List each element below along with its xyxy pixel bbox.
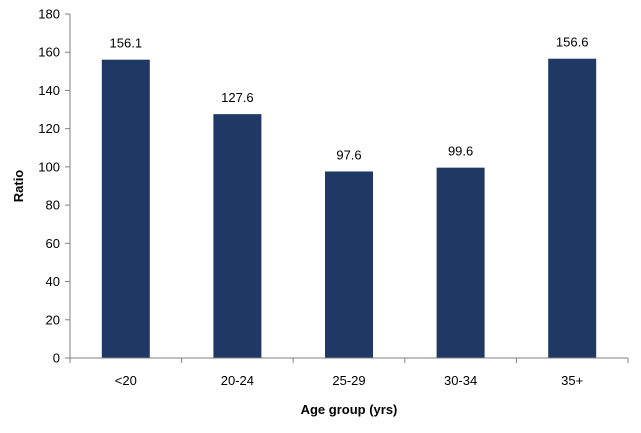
bar — [213, 114, 262, 359]
bar — [101, 59, 150, 358]
y-tick-label: 140 — [38, 83, 60, 98]
bar — [548, 58, 597, 358]
y-tick-label: 0 — [53, 351, 60, 366]
bar-value-label: 156.6 — [556, 35, 589, 50]
y-tick-label: 100 — [38, 159, 60, 174]
bars — [101, 58, 597, 359]
x-tick-label: <20 — [115, 373, 137, 388]
bar — [436, 167, 485, 358]
x-tick-label: 30-34 — [444, 373, 477, 388]
y-tick-label: 160 — [38, 45, 60, 60]
y-axis-title: Ratio — [11, 170, 26, 203]
y-tick-label: 120 — [38, 121, 60, 136]
bar-value-label: 99.6 — [448, 144, 473, 159]
y-axis-ticks: 0 20 40 60 80 100 120 140 160 180 — [38, 7, 70, 366]
y-tick-label: 20 — [46, 312, 60, 327]
x-axis-ticks: <20 20-24 25-29 30-34 35+ — [69, 358, 629, 388]
bar-value-label: 97.6 — [336, 147, 361, 162]
bar-value-label: 127.6 — [221, 90, 254, 105]
bar — [325, 171, 373, 358]
x-axis-title: Age group (yrs) — [301, 402, 398, 417]
bar-value-label: 156.1 — [110, 36, 143, 51]
y-tick-label: 180 — [38, 7, 60, 22]
y-tick-label: 80 — [46, 198, 60, 213]
y-tick-label: 40 — [46, 274, 60, 289]
x-tick-label: 25-29 — [332, 373, 365, 388]
x-tick-label: 35+ — [561, 373, 583, 388]
x-tick-label: 20-24 — [221, 373, 254, 388]
data-labels: 156.1 127.6 97.6 99.6 156.6 — [110, 35, 589, 163]
y-tick-label: 60 — [46, 236, 60, 251]
